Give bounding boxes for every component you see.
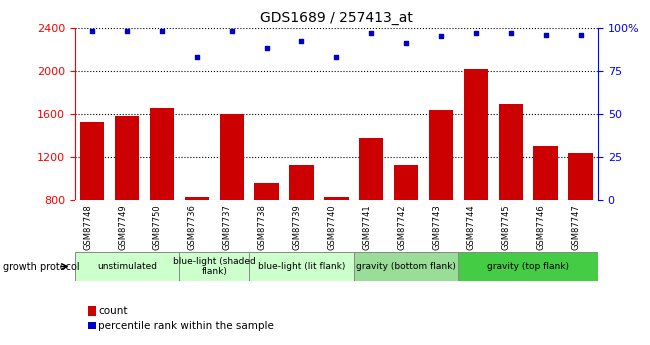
Bar: [185, 197, 209, 200]
Text: blue-light (lit flank): blue-light (lit flank): [258, 262, 345, 271]
Text: gravity (bottom flank): gravity (bottom flank): [356, 262, 456, 271]
Text: GSM87746: GSM87746: [537, 204, 545, 250]
Point: [401, 40, 411, 46]
Text: GSM87736: GSM87736: [188, 204, 197, 250]
Text: GSM87745: GSM87745: [502, 204, 511, 250]
Text: GSM87743: GSM87743: [432, 204, 441, 250]
Bar: [534, 146, 558, 200]
Text: GSM87737: GSM87737: [223, 204, 231, 250]
Text: GSM87741: GSM87741: [362, 204, 371, 250]
Title: GDS1689 / 257413_at: GDS1689 / 257413_at: [260, 11, 413, 25]
Text: count: count: [98, 306, 127, 316]
Bar: [354, 253, 458, 280]
Point: [192, 54, 202, 60]
Point: [506, 30, 516, 36]
Text: gravity (top flank): gravity (top flank): [488, 262, 569, 271]
Point: [366, 30, 376, 36]
Bar: [359, 138, 383, 200]
Text: GSM87750: GSM87750: [153, 204, 162, 250]
Point: [261, 46, 272, 51]
Bar: [394, 165, 419, 200]
Point: [331, 54, 342, 60]
Point: [157, 28, 167, 34]
Bar: [289, 165, 314, 200]
Text: blue-light (shaded
flank): blue-light (shaded flank): [173, 257, 255, 276]
Bar: [463, 69, 488, 200]
Point: [436, 33, 446, 39]
Text: GSM87742: GSM87742: [397, 204, 406, 250]
Bar: [429, 110, 453, 200]
Bar: [179, 253, 249, 280]
Bar: [254, 183, 279, 200]
Bar: [568, 152, 593, 200]
Text: growth protocol: growth protocol: [3, 262, 80, 272]
Text: GSM87747: GSM87747: [571, 204, 580, 250]
Text: GSM87749: GSM87749: [118, 204, 127, 250]
Text: percentile rank within the sample: percentile rank within the sample: [98, 321, 274, 331]
Point: [87, 28, 98, 34]
Text: GSM87744: GSM87744: [467, 204, 476, 250]
Bar: [75, 253, 179, 280]
Point: [540, 32, 551, 37]
Text: GSM87738: GSM87738: [257, 204, 266, 250]
Point: [296, 39, 307, 44]
Bar: [220, 114, 244, 200]
Text: GSM87748: GSM87748: [83, 204, 92, 250]
Bar: [80, 122, 105, 200]
Bar: [249, 253, 354, 280]
Text: GSM87739: GSM87739: [292, 204, 302, 250]
Text: GSM87740: GSM87740: [328, 204, 337, 250]
Point: [471, 30, 481, 36]
Point: [226, 28, 237, 34]
Bar: [499, 104, 523, 200]
Point: [122, 28, 133, 34]
Bar: [115, 116, 139, 200]
Bar: [324, 197, 348, 200]
Point: [575, 32, 586, 37]
Text: unstimulated: unstimulated: [97, 262, 157, 271]
Bar: [458, 253, 598, 280]
Bar: [150, 108, 174, 200]
